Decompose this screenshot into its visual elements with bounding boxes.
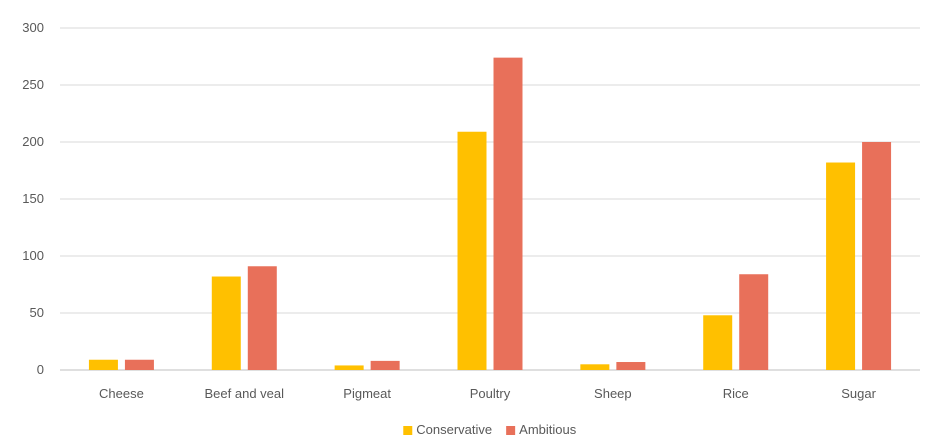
legend-swatch [403,426,413,435]
bar-ambitious-pigmeat [370,360,400,370]
legend-item: Ambitious [506,422,577,437]
bar-ambitious-rice [739,274,769,370]
bar-conservative-beef-and-veal [211,276,241,370]
bar-conservative-sheep [580,364,610,370]
legend-swatch [506,426,516,435]
x-tick-label: Rice [723,386,749,401]
bar-ambitious-cheese [124,359,154,370]
y-tick-label: 50 [30,305,44,320]
y-tick-label: 150 [22,191,44,206]
y-axis-ticks: 0 50 100 150 200 250 300 [22,20,44,377]
y-tick-label: 0 [37,362,44,377]
y-tick-label: 100 [22,248,44,263]
gridlines [60,27,920,371]
bar-ambitious-beef-and-veal [247,266,277,370]
y-tick-label: 200 [22,134,44,149]
bar-conservative-rice [703,315,733,370]
bar-conservative-cheese [88,359,118,370]
x-tick-label: Poultry [470,386,511,401]
bars [88,57,892,370]
x-tick-label: Pigmeat [343,386,391,401]
bar-ambitious-poultry [493,57,523,370]
x-tick-label: Sugar [841,386,876,401]
bar-conservative-sugar [826,162,856,370]
x-tick-label: Cheese [99,386,144,401]
legend: Conservative Ambitious [403,422,577,437]
y-tick-label: 250 [22,77,44,92]
bar-ambitious-sugar [862,142,892,370]
bar-conservative-poultry [457,131,487,370]
y-tick-label: 300 [22,20,44,35]
x-axis-ticks: Cheese Beef and veal Pigmeat Poultry Sheep Ri… [99,386,877,401]
bar-ambitious-sheep [616,362,646,370]
bar-conservative-pigmeat [334,365,364,370]
legend-label: Ambitious [519,422,577,437]
legend-item: Conservative [403,422,492,437]
legend-label: Conservative [416,422,492,437]
x-tick-label: Beef and veal [205,386,285,401]
x-tick-label: Sheep [594,386,632,401]
